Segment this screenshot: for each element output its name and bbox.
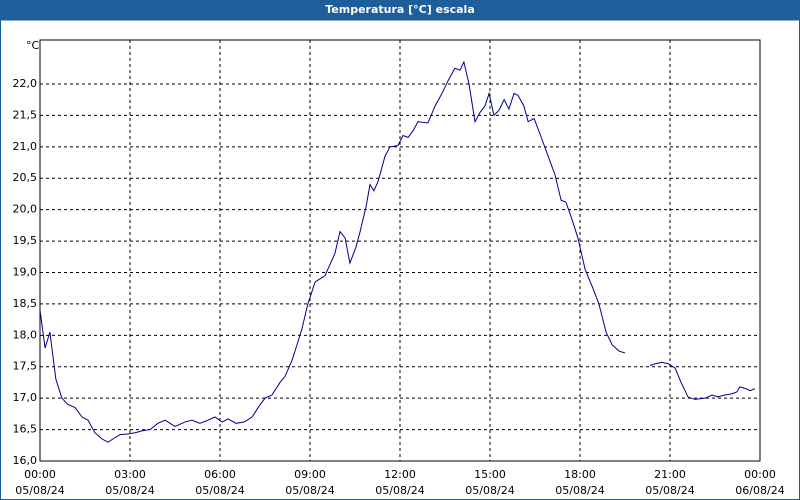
y-tick-label: 17,5 <box>13 360 38 373</box>
y-tick-label: 18,5 <box>13 297 38 310</box>
x-tick-date: 06/08/24 <box>735 484 784 497</box>
y-tick-label: 19,5 <box>13 234 38 247</box>
x-tick-label: 18:00 <box>564 468 596 481</box>
title-bar <box>0 0 800 20</box>
x-tick-label: 12:00 <box>384 468 416 481</box>
x-tick-label: 15:00 <box>474 468 506 481</box>
y-tick-label: 22,0 <box>13 77 38 90</box>
x-tick-date: 05/08/24 <box>465 484 514 497</box>
x-tick-label: 00:00 <box>24 468 56 481</box>
plot-border <box>39 39 761 462</box>
x-tick-date: 05/08/24 <box>15 484 64 497</box>
y-tick-label: 18,0 <box>13 328 38 341</box>
chart-title: Temperatura [°C] escala <box>325 3 475 16</box>
y-tick-label: 16,5 <box>13 423 38 436</box>
x-tick-date: 05/08/24 <box>555 484 604 497</box>
y-tick-label: 19,0 <box>13 265 38 278</box>
y-tick-label: 21,0 <box>13 140 38 153</box>
temperature-line <box>39 60 756 443</box>
frame <box>0 19 800 500</box>
y-tick-label: 16,0 <box>13 454 38 467</box>
y-tick-label: 20,0 <box>13 203 38 216</box>
x-tick-label: 21:00 <box>654 468 686 481</box>
y-tick-label: 17,0 <box>13 391 38 404</box>
x-tick-label: 03:00 <box>114 468 146 481</box>
x-tick-date: 05/08/24 <box>195 484 244 497</box>
x-tick-date: 05/08/24 <box>645 484 694 497</box>
y-tick-label: 21,5 <box>13 108 38 121</box>
x-tick-date: 05/08/24 <box>105 484 154 497</box>
y-axis-label: °C <box>26 39 40 52</box>
x-tick-date: 05/08/24 <box>285 484 334 497</box>
x-tick-label: 00:00 <box>744 468 776 481</box>
y-tick-label: 20,5 <box>13 171 38 184</box>
x-tick-label: 06:00 <box>204 468 236 481</box>
x-tick-date: 05/08/24 <box>375 484 424 497</box>
x-tick-label: 09:00 <box>294 468 326 481</box>
